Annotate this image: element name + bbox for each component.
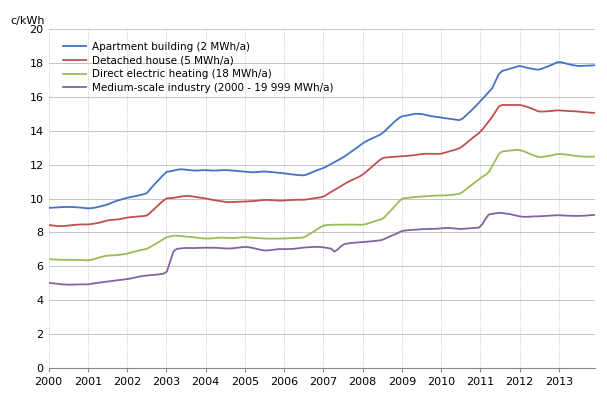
Medium-scale industry (2000 - 19 999 MWh/a) [321,245,328,250]
Direct electric heating (18 MWh/a) [321,223,328,228]
Direct electric heating (18 MWh/a) [121,252,128,257]
Detached house (5 MWh/a) [515,102,522,107]
Direct electric heating (18 MWh/a) [124,251,131,256]
Medium-scale industry (2000 - 19 999 MWh/a) [45,280,52,285]
Medium-scale industry (2000 - 19 999 MWh/a) [124,277,131,282]
Medium-scale industry (2000 - 19 999 MWh/a) [64,282,72,287]
Direct electric heating (18 MWh/a) [84,258,92,263]
Direct electric heating (18 MWh/a) [591,154,598,159]
Direct electric heating (18 MWh/a) [515,148,522,153]
Legend: Apartment building (2 MWh/a), Detached house (5 MWh/a), Direct electric heating : Apartment building (2 MWh/a), Detached h… [59,38,337,97]
Medium-scale industry (2000 - 19 999 MWh/a) [242,245,249,250]
Apartment building (2 MWh/a) [328,161,335,166]
Line: Detached house (5 MWh/a): Detached house (5 MWh/a) [49,105,594,226]
Direct electric heating (18 MWh/a) [328,222,335,227]
Detached house (5 MWh/a) [328,189,335,194]
Detached house (5 MWh/a) [407,153,414,158]
Medium-scale industry (2000 - 19 999 MWh/a) [591,212,598,217]
Detached house (5 MWh/a) [321,194,328,199]
Apartment building (2 MWh/a) [591,63,598,68]
Line: Apartment building (2 MWh/a): Apartment building (2 MWh/a) [49,62,594,208]
Medium-scale industry (2000 - 19 999 MWh/a) [121,277,128,282]
Detached house (5 MWh/a) [591,110,598,115]
Apartment building (2 MWh/a) [554,60,561,65]
Direct electric heating (18 MWh/a) [45,257,52,262]
Apartment building (2 MWh/a) [84,206,92,211]
Detached house (5 MWh/a) [45,222,52,227]
Apartment building (2 MWh/a) [407,112,414,117]
Detached house (5 MWh/a) [242,199,249,204]
Line: Medium-scale industry (2000 - 19 999 MWh/a): Medium-scale industry (2000 - 19 999 MWh… [49,213,594,285]
Medium-scale industry (2000 - 19 999 MWh/a) [495,210,503,215]
Medium-scale industry (2000 - 19 999 MWh/a) [407,227,414,232]
Text: c/kWh: c/kWh [10,16,45,26]
Medium-scale industry (2000 - 19 999 MWh/a) [328,246,335,251]
Apartment building (2 MWh/a) [321,165,328,170]
Line: Direct electric heating (18 MWh/a): Direct electric heating (18 MWh/a) [49,150,594,260]
Apartment building (2 MWh/a) [242,169,249,174]
Direct electric heating (18 MWh/a) [407,195,414,200]
Detached house (5 MWh/a) [58,224,66,229]
Apartment building (2 MWh/a) [124,195,131,200]
Apartment building (2 MWh/a) [121,196,128,201]
Direct electric heating (18 MWh/a) [242,235,249,240]
Apartment building (2 MWh/a) [45,205,52,210]
Detached house (5 MWh/a) [121,216,128,221]
Detached house (5 MWh/a) [124,215,131,220]
